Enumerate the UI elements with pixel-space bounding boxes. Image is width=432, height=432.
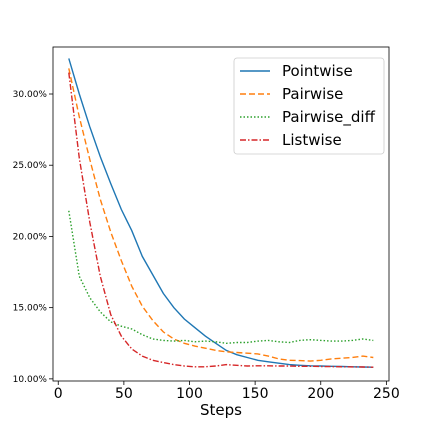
legend-label-pointwise: Pointwise bbox=[282, 62, 353, 80]
series-line-pairwise bbox=[68, 68, 374, 362]
legend-label-pairwise: Pairwise bbox=[282, 85, 343, 103]
x-tick-label: 150 bbox=[242, 386, 269, 402]
y-tick-label: 10.00% bbox=[13, 375, 48, 385]
legend-label-pairwise-diff: Pairwise_diff bbox=[282, 108, 376, 127]
legend-label-listwise: Listwise bbox=[282, 131, 342, 149]
x-axis-label: Steps bbox=[200, 401, 242, 419]
x-tick-label: 200 bbox=[307, 386, 334, 402]
x-tick-label: 50 bbox=[115, 386, 133, 402]
y-tick-label: 15.00% bbox=[13, 304, 48, 314]
series-line-listwise bbox=[68, 72, 374, 368]
x-axis: 0 50 100 150 200 250 bbox=[54, 381, 400, 402]
y-tick-label: 20.00% bbox=[13, 232, 48, 242]
legend: Pointwise Pairwise Pairwise_diff Listwise bbox=[233, 57, 385, 155]
x-tick-label: 100 bbox=[176, 386, 203, 402]
y-tick-label: 25.00% bbox=[13, 161, 48, 171]
y-tick-label: 30.00% bbox=[13, 90, 48, 100]
x-tick-label: 0 bbox=[54, 386, 63, 402]
y-axis: 10.00% 15.00% 20.00% 25.00% 30.00% bbox=[13, 90, 53, 385]
legend-box bbox=[233, 57, 385, 155]
series-layer bbox=[68, 58, 374, 368]
x-tick-label: 250 bbox=[373, 386, 400, 402]
plot-area bbox=[52, 46, 390, 382]
